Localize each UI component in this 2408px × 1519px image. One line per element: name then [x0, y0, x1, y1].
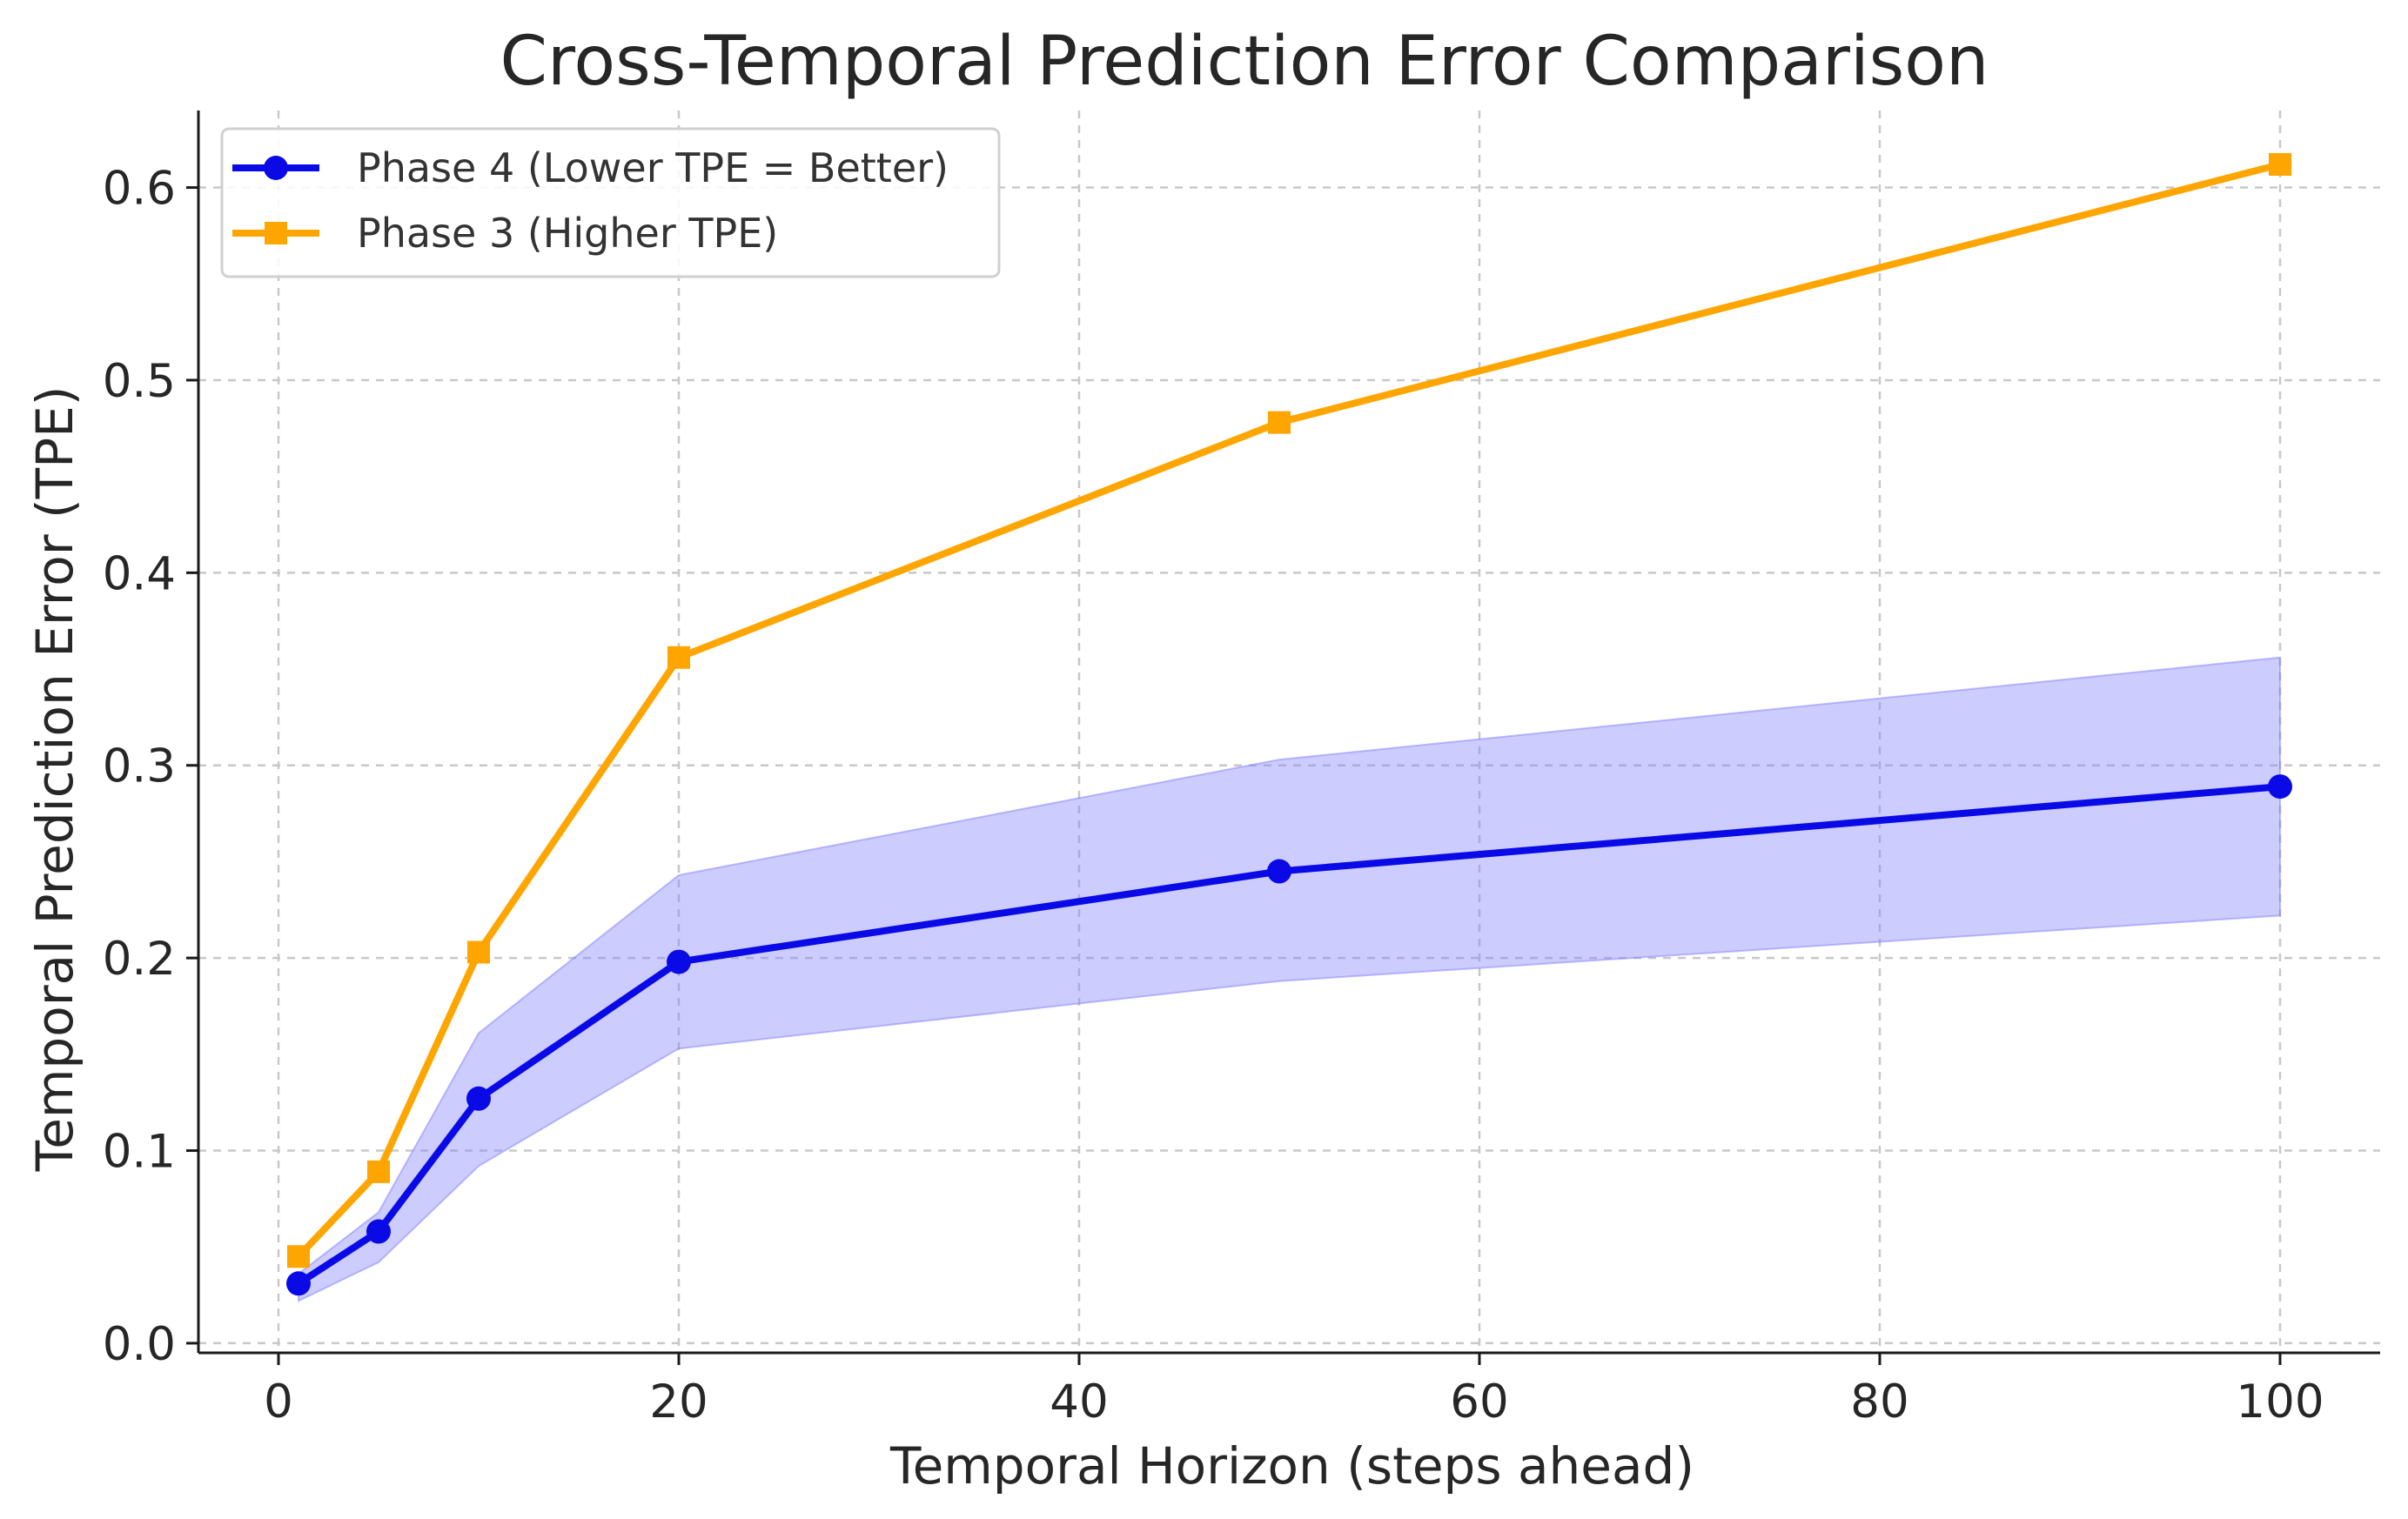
series-0-point-4 [1267, 859, 1291, 884]
legend-swatch-marker-0 [264, 156, 288, 180]
x-tick-label-0: 0 [264, 1375, 293, 1429]
tick-labels: 0 20 40 60 80 100 0.0 0.1 0.2 0.3 0.4 0.5 0.6 [103, 163, 2324, 1429]
legend-box [220, 127, 1001, 278]
series-0-point-1 [366, 1219, 391, 1244]
confidence-band-0 [298, 656, 2281, 1302]
x-axis-label: Temporal Horizon (steps ahead) [889, 1436, 1694, 1496]
series-1-point-3 [667, 646, 690, 669]
y-tick-label-0: 0.0 [103, 1318, 176, 1371]
x-tick-label-3: 60 [1450, 1375, 1508, 1429]
legend: Phase 4 (Lower TPE = Better) Phase 3 (Hig… [220, 127, 1001, 278]
legend-label-0: Phase 4 (Lower TPE = Better) [357, 144, 949, 191]
y-axis-label: Temporal Prediction Error (TPE) [25, 386, 84, 1173]
chart-title: Cross-Temporal Prediction Error Comparis… [500, 23, 1989, 101]
x-tick-label-5: 100 [2236, 1375, 2324, 1429]
series-1-point-5 [2269, 152, 2291, 176]
series-line-1 [295, 160, 2284, 1261]
x-tick-label-1: 20 [649, 1375, 708, 1429]
y-tick-label-5: 0.5 [103, 355, 176, 408]
series-0-point-3 [667, 949, 691, 974]
y-tick-label-3: 0.3 [103, 740, 176, 793]
axes [197, 110, 2380, 1355]
series-1-point-4 [1268, 411, 1291, 434]
x-tick-label-2: 40 [1050, 1375, 1108, 1429]
legend-swatch-marker-1 [265, 222, 287, 244]
y-tick-label-6: 0.6 [103, 163, 176, 216]
confidence-bands [298, 656, 2281, 1302]
series-lines [286, 152, 2292, 1296]
series-0-point-2 [466, 1086, 491, 1111]
series-1-point-0 [287, 1245, 310, 1268]
series-line-0 [295, 783, 2284, 1288]
series-0-point-0 [286, 1271, 311, 1296]
series-1-point-1 [367, 1160, 390, 1183]
y-tick-label-2: 0.2 [103, 933, 176, 986]
series-1-point-2 [467, 940, 490, 964]
y-tick-label-1: 0.1 [103, 1126, 176, 1179]
y-tick-label-4: 0.4 [103, 547, 176, 600]
legend-label-1: Phase 3 (Higher TPE) [357, 210, 778, 257]
series-0-point-5 [2268, 774, 2292, 800]
x-tick-label-4: 80 [1850, 1375, 1908, 1429]
